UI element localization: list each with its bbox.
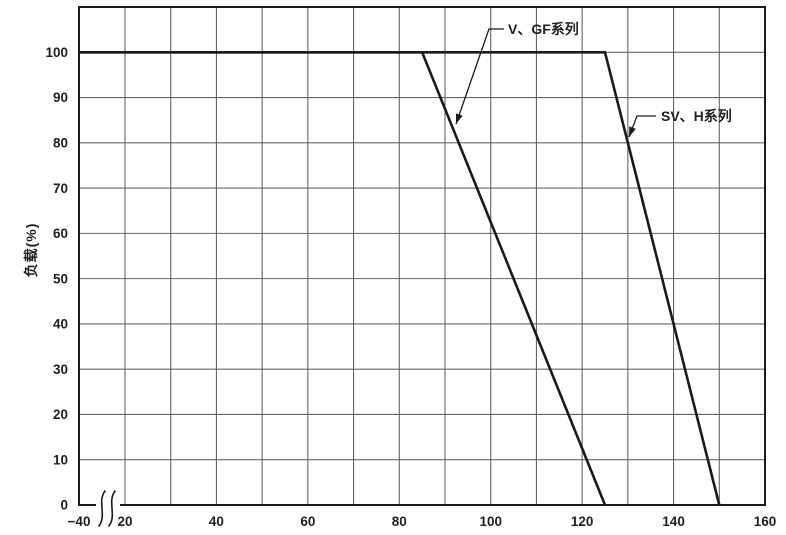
x-tick-label: 160 [754,514,777,529]
x-tick-label: 80 [392,514,407,529]
y-tick-label: 10 [53,452,68,467]
y-tick-label: 90 [53,90,68,105]
annotation-label: SV、H系列 [661,108,732,124]
x-tick-label: 140 [662,514,685,529]
y-tick-label: 50 [53,271,68,286]
y-tick-label: 70 [53,181,68,196]
y-tick-label: 30 [53,362,68,377]
axis-break-icon [98,490,106,527]
annotation-arrowhead [629,126,636,137]
x-tick-label: 100 [479,514,502,529]
axis-break-icon [108,490,116,527]
y-tick-label: 60 [53,226,68,241]
plot-border [78,6,766,506]
x-tick-label: 120 [571,514,594,529]
annotation-label: V、GF系列 [508,21,579,37]
y-tick-label: 40 [53,317,68,332]
annotation-arrowhead [455,113,463,124]
y-axis-title: 负载(%) [23,222,39,278]
y-tick-label: 0 [60,498,68,513]
annotation-leader [455,28,504,125]
series-line-2 [79,50,721,506]
y-tick-label: 80 [53,136,68,151]
y-tick-label: 100 [45,45,68,60]
x-tick-label: 60 [300,514,315,529]
x-tick-label: 40 [209,514,224,529]
y-tick-label: 20 [53,407,68,422]
x-tick-label: −40 [68,514,91,529]
annotation-leader [628,115,656,138]
x-tick-label: 20 [117,514,132,529]
axis-break-mask [96,501,120,509]
